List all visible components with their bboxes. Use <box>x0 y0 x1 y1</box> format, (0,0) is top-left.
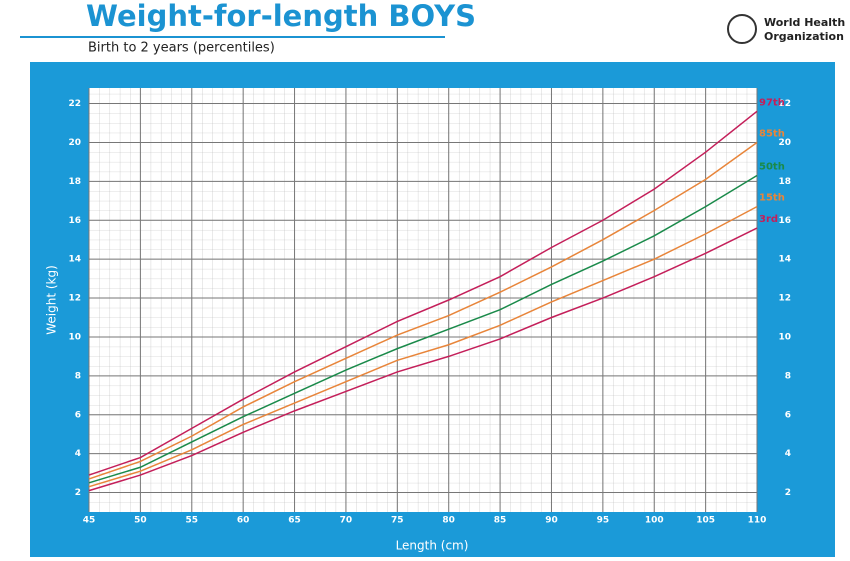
y-tick-label-right: 14 <box>778 255 791 265</box>
y-tick-label: 12 <box>68 294 81 304</box>
x-tick-label: 85 <box>494 516 507 526</box>
y-tick-label-right: 16 <box>778 216 791 226</box>
x-axis-label: Length (cm) <box>396 539 469 553</box>
y-axis-label: Weight (kg) <box>45 265 59 335</box>
series-label: 15th <box>759 193 785 204</box>
y-tick-label: 10 <box>68 332 81 342</box>
y-tick-label: 4 <box>75 449 81 459</box>
y-tick-label-right: 2 <box>785 488 791 498</box>
who-logo <box>727 14 757 44</box>
y-tick-label-right: 18 <box>778 177 791 187</box>
y-tick-label-right: 8 <box>785 371 791 381</box>
y-tick-label-right: 10 <box>778 332 791 342</box>
line-series <box>88 205 758 488</box>
y-tick-label-right: 6 <box>785 410 791 420</box>
x-tick-label: 70 <box>340 516 353 526</box>
chart-subtitle: Birth to 2 years (percentiles) <box>88 41 275 56</box>
x-tick-label: 80 <box>442 516 455 526</box>
series-label: 97th <box>759 97 785 108</box>
line-series <box>88 174 758 484</box>
line-series <box>88 110 758 476</box>
x-tick-label: 90 <box>545 516 558 526</box>
y-tick-label: 6 <box>75 410 81 420</box>
x-tick-label: 105 <box>696 516 715 526</box>
y-tick-label-right: 20 <box>778 138 791 148</box>
y-tick-label-right: 4 <box>785 449 791 459</box>
y-tick-label: 2 <box>75 488 81 498</box>
chart-title: Weight-for-length BOYS <box>86 0 476 33</box>
y-tick-label-right: 12 <box>778 294 791 304</box>
y-tick-label: 22 <box>68 99 81 109</box>
org-name: World Health <box>764 16 845 29</box>
x-tick-label: 55 <box>186 516 199 526</box>
y-tick-label: 20 <box>68 138 81 148</box>
line-series <box>88 227 758 492</box>
x-tick-label: 75 <box>391 516 404 526</box>
line-series <box>88 141 758 480</box>
y-tick-label: 8 <box>75 371 81 381</box>
x-tick-label: 100 <box>645 516 664 526</box>
minor-grid <box>89 88 757 512</box>
x-tick-label: 60 <box>237 516 250 526</box>
y-tick-label: 16 <box>68 216 81 226</box>
x-tick-label: 50 <box>134 516 147 526</box>
y-tick-label: 18 <box>68 177 81 187</box>
series-label: 85th <box>759 128 785 139</box>
series-label: 3rd <box>759 214 778 225</box>
y-tick-label-right: 22 <box>778 99 791 109</box>
x-tick-label: 95 <box>597 516 610 526</box>
x-tick-label: 110 <box>748 516 767 526</box>
y-tick-label: 14 <box>68 255 81 265</box>
x-tick-label: 45 <box>83 516 96 526</box>
org-name: Organization <box>764 30 844 43</box>
x-tick-label: 65 <box>288 516 301 526</box>
series-label: 50th <box>759 162 785 173</box>
